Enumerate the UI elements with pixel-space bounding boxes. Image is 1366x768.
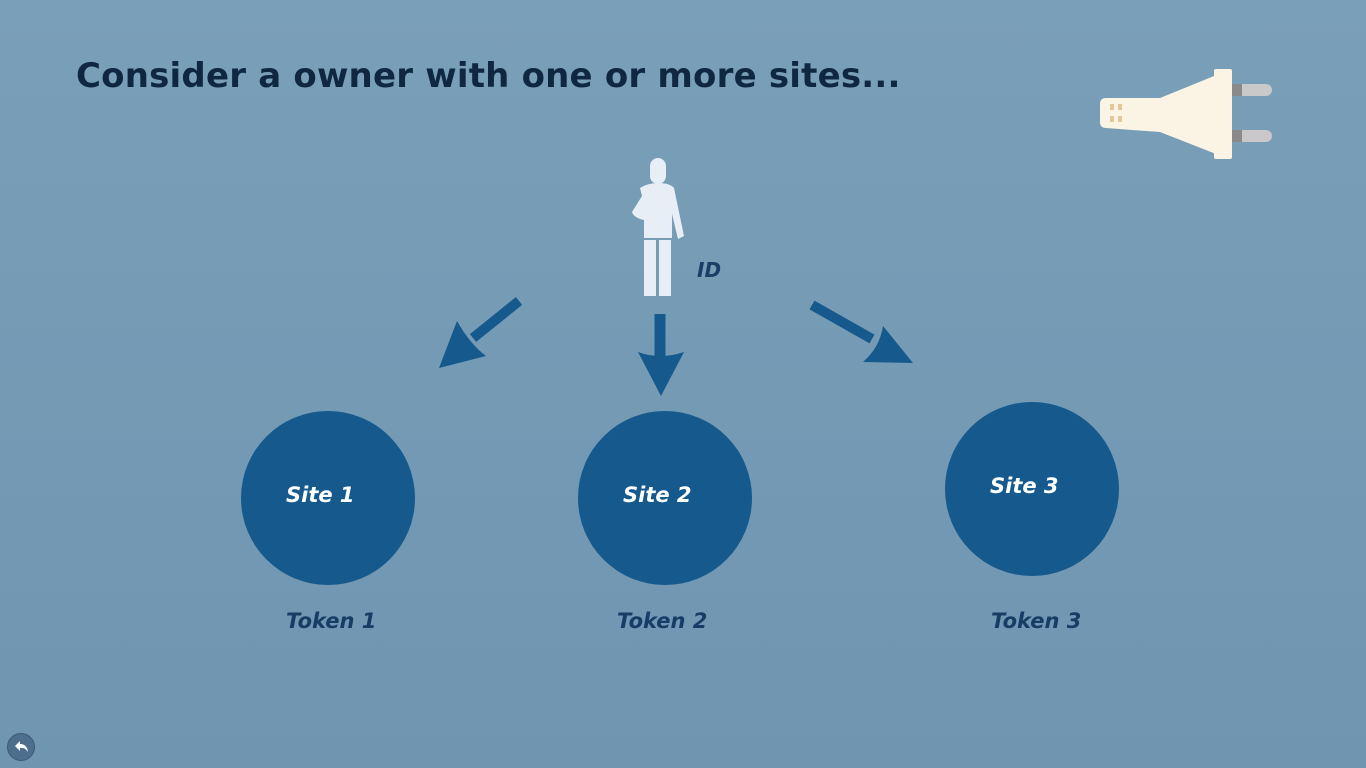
site-node-2 — [578, 411, 752, 585]
token-label-3: Token 3 — [991, 609, 1082, 633]
back-button[interactable] — [7, 733, 35, 761]
plug-icon — [1096, 66, 1276, 166]
slide-title: Consider a owner with one or more sites.… — [76, 56, 901, 96]
arrow-to-site-1 — [439, 297, 523, 368]
arrow-to-site-2 — [638, 314, 684, 396]
back-arrow-icon — [15, 741, 28, 752]
site-label-1: Site 1 — [286, 483, 355, 507]
site-label-3: Site 3 — [990, 474, 1059, 498]
site-node-1 — [241, 411, 415, 585]
person-icon — [628, 156, 688, 304]
token-label-2: Token 2 — [617, 609, 708, 633]
token-label-1: Token 1 — [286, 609, 377, 633]
site-node-3 — [945, 402, 1119, 576]
site-label-2: Site 2 — [623, 483, 692, 507]
owner-id-label: ID — [697, 258, 722, 282]
arrow-to-site-3 — [809, 300, 913, 363]
